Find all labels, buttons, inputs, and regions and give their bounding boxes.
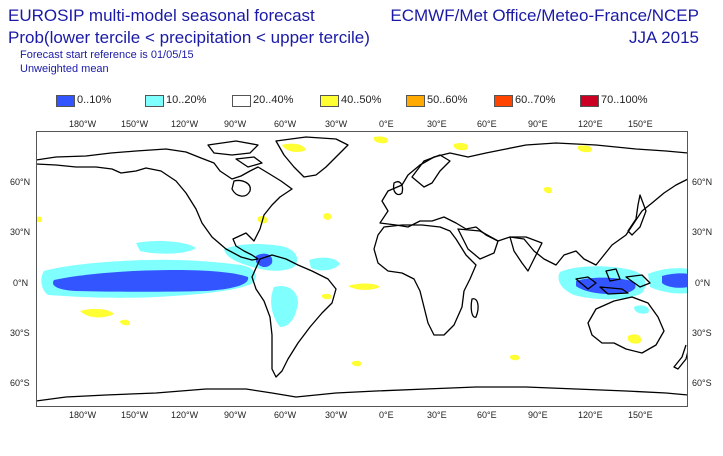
lon-label-bottom: 60°E bbox=[477, 410, 497, 420]
coast-scandinavia bbox=[411, 154, 451, 188]
probability-shading bbox=[36, 136, 688, 367]
lon-label-bottom: 90°E bbox=[528, 410, 548, 420]
lon-label-top: 90°E bbox=[528, 119, 548, 129]
coast-arctic-islands bbox=[207, 140, 263, 168]
legend-label: 20..40% bbox=[253, 94, 294, 106]
lon-label-bottom: 120°E bbox=[578, 410, 603, 420]
lon-label-top: 120°E bbox=[578, 119, 603, 129]
shade-westpacific-blue bbox=[662, 273, 688, 288]
legend-swatch bbox=[320, 95, 339, 107]
lon-label-bottom: 120°W bbox=[171, 410, 199, 420]
coast-australia bbox=[587, 296, 665, 354]
coast-new-zealand bbox=[673, 344, 688, 370]
shade-pacific-blue bbox=[52, 270, 249, 292]
shade-pacific-cyan-north bbox=[136, 240, 196, 254]
map-frame bbox=[36, 131, 688, 407]
legend-label: 0..10% bbox=[77, 94, 112, 106]
shade-yellow bbox=[323, 213, 332, 220]
coast-north-america bbox=[36, 148, 293, 261]
shade-brazil-cyan bbox=[271, 285, 298, 327]
lat-label-left: 30°N bbox=[10, 227, 31, 237]
lat-label-right: 30°S bbox=[692, 328, 712, 338]
world-map bbox=[36, 131, 688, 407]
coast-india bbox=[509, 236, 543, 272]
shade-yellow bbox=[321, 293, 332, 300]
shade-yellow bbox=[282, 143, 306, 153]
coast-arabia bbox=[457, 228, 499, 260]
coast-british-isles bbox=[392, 181, 404, 196]
shade-yellow bbox=[80, 308, 114, 318]
coast-south-america bbox=[251, 254, 337, 378]
shade-yellow bbox=[509, 354, 520, 361]
map-subtitle-quantity: Prob(lower tercile < precipitation < upp… bbox=[8, 28, 370, 47]
lon-label-bottom: 30°E bbox=[427, 410, 447, 420]
forecast-season: JJA 2015 bbox=[629, 28, 699, 47]
shade-atlantic-cyan bbox=[309, 257, 340, 271]
legend-swatch bbox=[145, 95, 164, 107]
shade-maritime-blue bbox=[576, 277, 636, 295]
shade-yellow bbox=[373, 136, 389, 144]
lon-label-bottom: 150°E bbox=[628, 410, 653, 420]
legend-label: 70..100% bbox=[601, 94, 648, 106]
shade-yellow bbox=[36, 216, 43, 222]
lon-label-top: 120°W bbox=[171, 119, 199, 129]
legend-label: 60..70% bbox=[515, 94, 556, 106]
lon-label-top: 60°W bbox=[274, 119, 297, 129]
shade-yellow bbox=[351, 360, 362, 367]
coast-greenland bbox=[275, 136, 349, 178]
coast-africa bbox=[373, 224, 477, 336]
coastlines bbox=[36, 136, 688, 402]
lon-label-top: 60°E bbox=[477, 119, 497, 129]
forecast-start-reference: Forecast start reference is 01/05/15 bbox=[20, 49, 194, 61]
lat-label-left: 60°N bbox=[10, 177, 31, 187]
forecast-centres: ECMWF/Met Office/Meteo-France/NCEP bbox=[390, 6, 699, 25]
lon-label-bottom: 60°W bbox=[274, 410, 297, 420]
coast-maritime-continent bbox=[575, 268, 651, 295]
legend-swatch bbox=[494, 95, 513, 107]
shade-yellow bbox=[543, 186, 553, 194]
shade-yellow bbox=[120, 319, 130, 326]
legend-swatch bbox=[580, 95, 599, 107]
lat-label-right: 60°S bbox=[692, 378, 712, 388]
legend-swatch bbox=[406, 95, 425, 107]
lon-label-bottom: 150°W bbox=[121, 410, 149, 420]
lon-label-bottom: 180°W bbox=[69, 410, 97, 420]
lat-label-right: 30°N bbox=[692, 227, 713, 237]
lon-label-bottom: 90°W bbox=[224, 410, 247, 420]
lat-label-left: 60°S bbox=[10, 378, 30, 388]
lat-label-right: 0°N bbox=[695, 278, 711, 288]
shade-yellow bbox=[627, 334, 642, 344]
coast-japan bbox=[627, 194, 647, 236]
legend-label: 50..60% bbox=[427, 94, 468, 106]
legend-label: 40..50% bbox=[341, 94, 382, 106]
lat-label-left: 30°S bbox=[10, 328, 30, 338]
lon-label-bottom: 30°W bbox=[325, 410, 348, 420]
lon-label-bottom: 0°E bbox=[379, 410, 394, 420]
legend-swatch bbox=[232, 95, 251, 107]
shade-yellow bbox=[348, 283, 380, 290]
lat-label-left: 0°N bbox=[13, 278, 29, 288]
lon-label-top: 0°E bbox=[379, 119, 394, 129]
legend-label: 10..20% bbox=[166, 94, 207, 106]
map-title: EUROSIP multi-model seasonal forecast bbox=[8, 6, 315, 25]
lon-label-top: 150°E bbox=[628, 119, 653, 129]
shade-southpacific-cyan bbox=[634, 305, 649, 314]
lon-label-top: 30°W bbox=[325, 119, 348, 129]
coast-hudson-bay bbox=[231, 179, 251, 197]
weighting-note: Unweighted mean bbox=[20, 63, 109, 75]
lat-label-right: 60°N bbox=[692, 177, 713, 187]
lon-label-top: 30°E bbox=[427, 119, 447, 129]
lon-label-top: 150°W bbox=[121, 119, 149, 129]
coast-madagascar bbox=[470, 298, 479, 318]
shade-yellow bbox=[577, 145, 593, 153]
lon-label-top: 90°W bbox=[224, 119, 247, 129]
coast-antarctica bbox=[36, 386, 688, 402]
shade-yellow bbox=[453, 142, 469, 151]
lon-label-top: 180°W bbox=[69, 119, 97, 129]
legend-swatch bbox=[56, 95, 75, 107]
